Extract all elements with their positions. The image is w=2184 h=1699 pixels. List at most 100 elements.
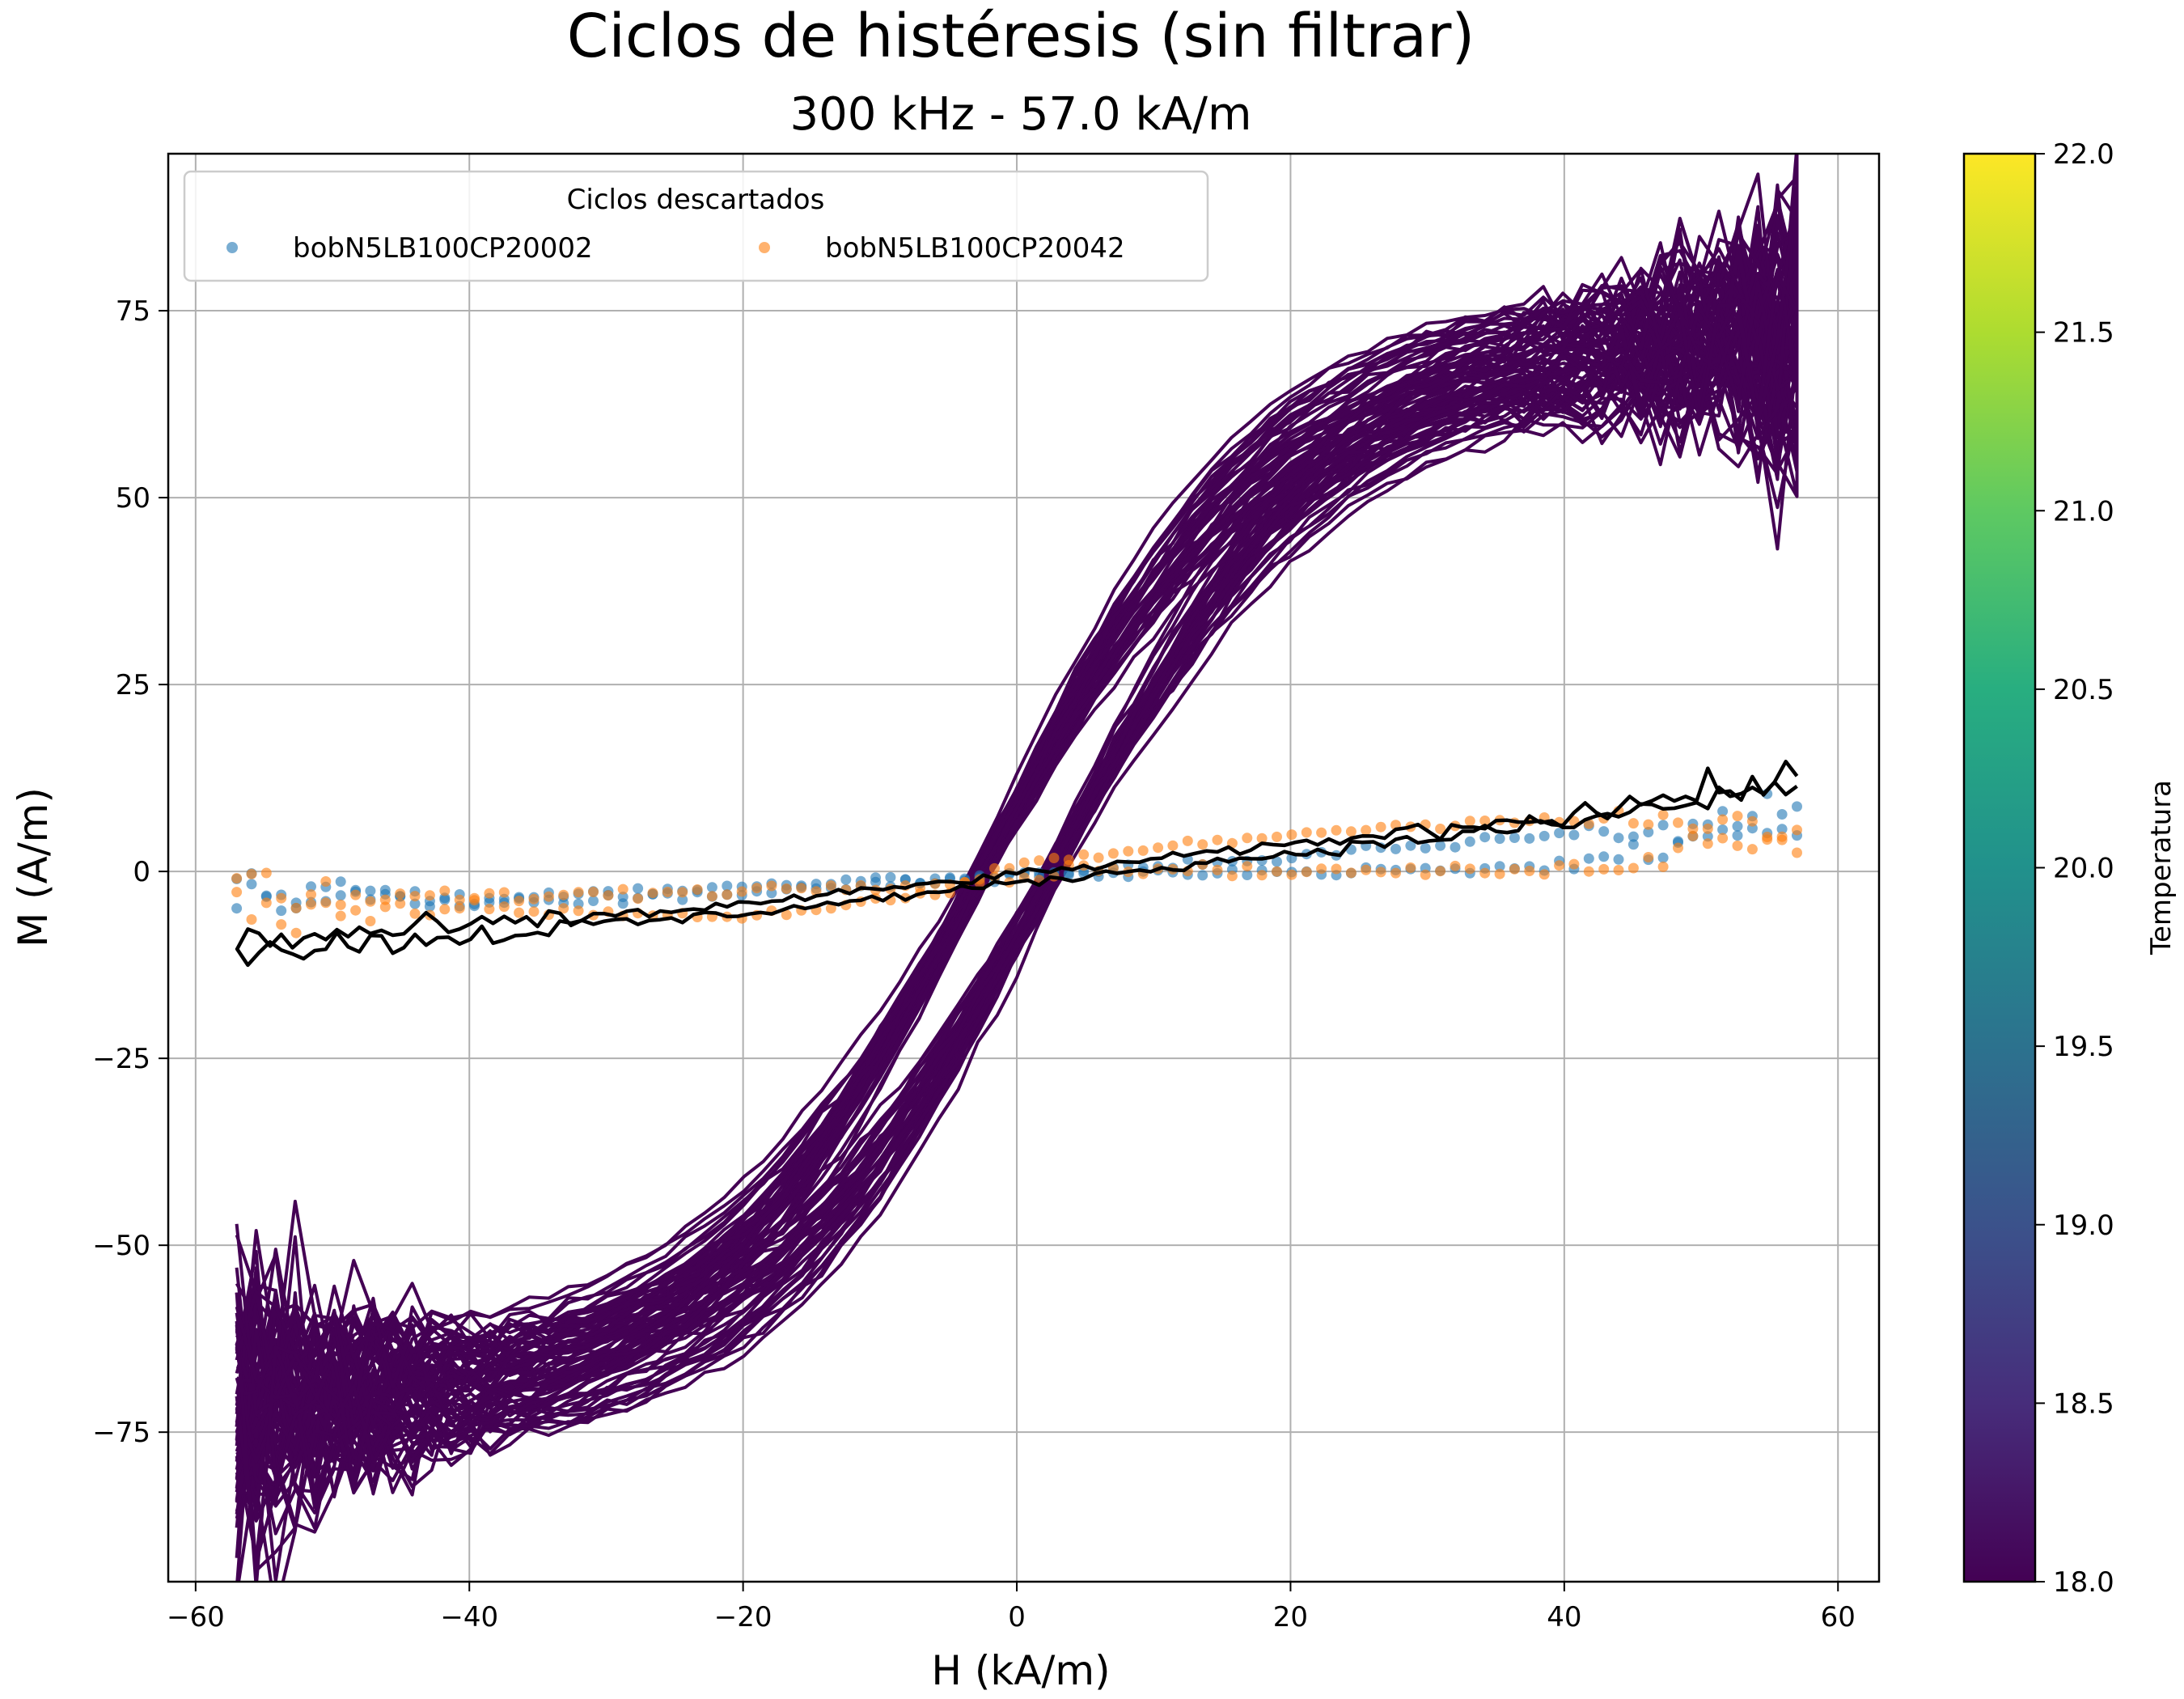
scatter-point <box>1776 809 1788 820</box>
scatter-point <box>1494 833 1505 845</box>
colorbar: 18.0 18.5 19.0 19.5 20.0 20.5 21.0 21.5 22.0 Tem… <box>1962 138 2178 1599</box>
scatter-point <box>1598 863 1610 875</box>
scatter-point <box>260 897 272 909</box>
scatter-point <box>335 910 346 922</box>
scatter-point <box>1435 866 1446 877</box>
scatter-point <box>439 904 451 915</box>
colorbar-tick-label: 20.0 <box>2053 853 2114 885</box>
scatter-point <box>320 876 332 887</box>
scatter-point <box>825 880 836 892</box>
x-axis-ticks: −60 −40 −20 0 20 40 60 <box>167 1582 1856 1633</box>
scatter-point <box>1643 819 1654 830</box>
colorbar-label: Temperatura <box>2145 780 2178 955</box>
scatter-point <box>617 892 629 903</box>
scatter-point <box>335 890 346 901</box>
colorbar-tick-label: 21.0 <box>2053 495 2114 527</box>
scatter-point <box>1613 865 1624 875</box>
scatter-point <box>365 896 376 907</box>
scatter-point <box>1375 821 1386 833</box>
y-axis-label: M (A/m) <box>10 787 57 947</box>
y-tick-label: −50 <box>92 1230 150 1262</box>
scatter-point <box>290 927 302 938</box>
colorbar-tick-label: 19.0 <box>2053 1210 2114 1242</box>
x-tick-label: 40 <box>1547 1601 1581 1633</box>
legend-label-bobN5LB100CP20002: bobN5LB100CP20002 <box>293 232 593 265</box>
x-tick-label: −60 <box>167 1601 225 1633</box>
scatter-point <box>558 903 569 914</box>
scatter-point <box>692 884 703 895</box>
scatter-point <box>335 876 346 888</box>
scatter-point <box>633 893 644 905</box>
scatter-point <box>573 905 584 917</box>
scatter-point <box>379 884 391 896</box>
scatter-point <box>1732 840 1743 851</box>
scatter-point <box>1554 828 1565 839</box>
y-tick-label: −25 <box>92 1043 150 1075</box>
scatter-point <box>677 887 688 898</box>
scatter-point <box>1272 866 1282 877</box>
scatter-point <box>1153 842 1164 854</box>
scatter-point <box>1673 842 1683 854</box>
scatter-point <box>870 872 881 883</box>
scatter-point <box>395 898 406 909</box>
scatter-point <box>1702 823 1713 834</box>
scatter-point <box>781 909 792 921</box>
scatter-point <box>1583 853 1594 864</box>
scatter-point <box>1197 870 1208 881</box>
scatter-point <box>409 898 421 909</box>
scatter-point <box>1627 862 1639 874</box>
scatter-point <box>335 899 346 910</box>
colorbar-gradient <box>1964 154 2035 1582</box>
chart-subtitle: 300 kHz - 57.0 kA/m <box>789 88 1251 141</box>
scatter-point <box>1598 826 1610 837</box>
scatter-point <box>677 894 688 905</box>
scatter-point <box>1702 838 1713 850</box>
scatter-point <box>484 888 495 899</box>
y-tick-label: −75 <box>92 1417 150 1449</box>
scatter-point <box>1078 849 1090 860</box>
scatter-point <box>1717 806 1729 817</box>
scatter-point <box>766 880 777 892</box>
colorbar-tick-label: 21.5 <box>2053 317 2114 350</box>
scatter-point <box>1107 848 1119 859</box>
scatter-point <box>1018 857 1030 868</box>
scatter-point <box>1776 834 1788 845</box>
scatter-point <box>558 889 569 900</box>
scatter-point <box>365 916 376 926</box>
scatter-point <box>1732 811 1743 822</box>
scatter-point <box>1509 863 1520 875</box>
scatter-point <box>1494 868 1505 879</box>
scatter-point <box>1182 835 1193 846</box>
legend: Ciclos descartados bobN5LB100CP20002 bob… <box>183 170 1209 282</box>
colorbar-tick-label: 22.0 <box>2053 138 2114 171</box>
scatter-point <box>1286 869 1297 880</box>
scatter-point <box>454 894 465 905</box>
scatter-point <box>1598 851 1610 862</box>
scatter-point <box>662 887 673 897</box>
scatter-point <box>514 896 525 907</box>
scatter-point <box>498 901 510 913</box>
scatter-point <box>543 891 554 902</box>
scatter-point <box>498 887 510 898</box>
scatter-point <box>365 885 376 896</box>
scatter-point <box>1331 824 1342 836</box>
scatter-point <box>840 874 852 885</box>
scatter-point <box>1613 854 1624 865</box>
hysteresis-cycle-line <box>235 254 1799 1509</box>
legend-label-bobN5LB100CP20042: bobN5LB100CP20042 <box>825 232 1125 265</box>
scatter-point <box>1732 830 1743 841</box>
x-tick-label: −40 <box>440 1601 498 1633</box>
scatter-point <box>1123 845 1134 857</box>
scatter-point <box>1509 833 1520 843</box>
scatter-point <box>1464 836 1475 847</box>
scatter-point <box>246 914 257 925</box>
scatter-point <box>1286 829 1297 841</box>
scatter-point <box>395 888 406 900</box>
scatter-point <box>1792 847 1802 858</box>
scatter-point <box>1420 869 1431 880</box>
scatter-point <box>617 883 629 895</box>
scatter-point <box>276 919 287 930</box>
scatter-point <box>1479 816 1491 826</box>
scatter-point <box>1226 871 1238 882</box>
